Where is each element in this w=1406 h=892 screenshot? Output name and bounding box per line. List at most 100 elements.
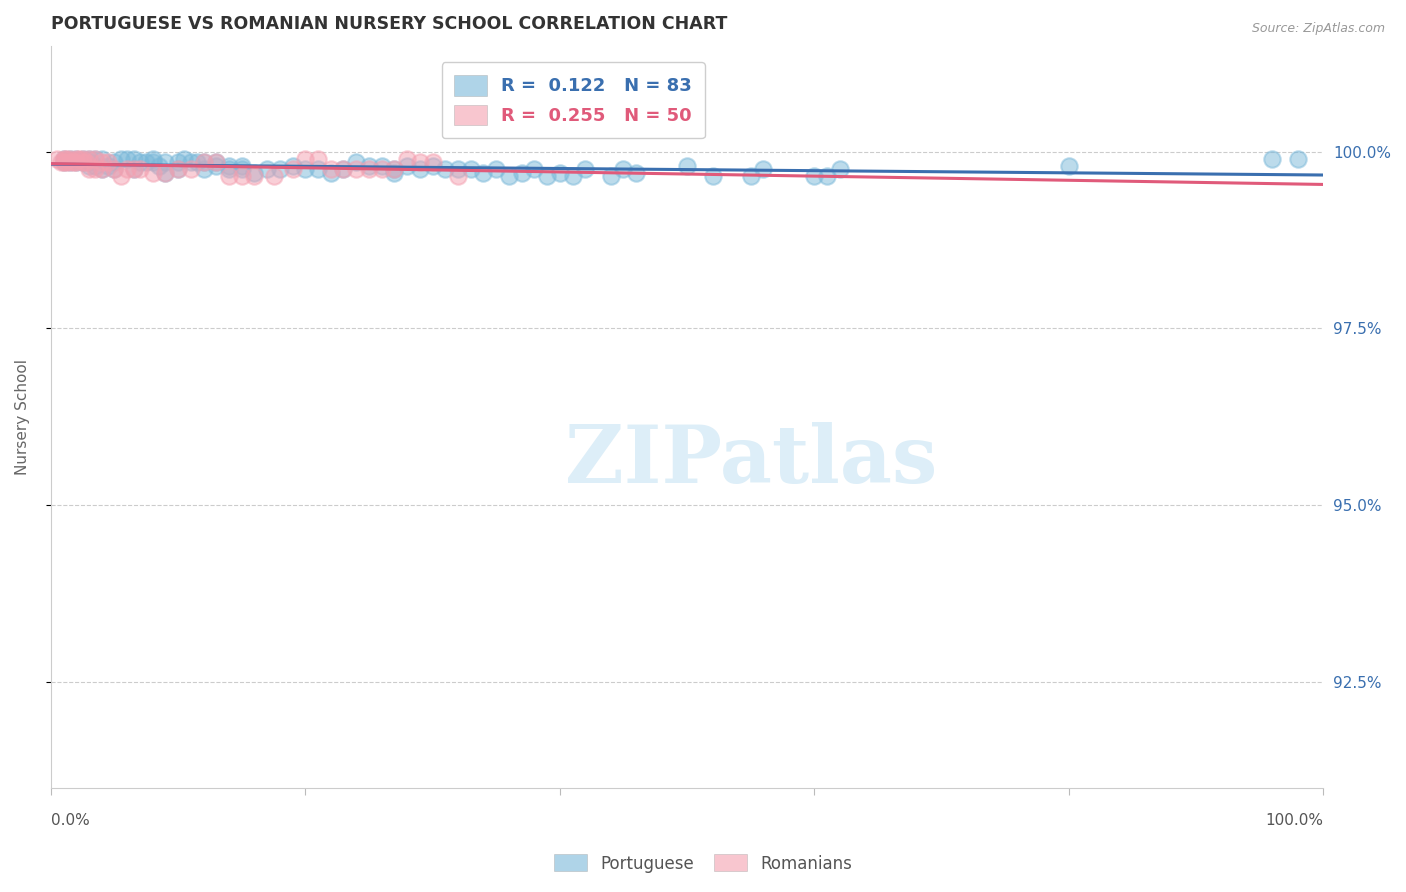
Point [1057,159,1080,173]
Point [115,152,138,166]
Point [422,159,444,173]
Point [319,166,342,180]
Point [142,155,165,169]
Point [193,162,215,177]
Point [46,152,69,166]
Point [84,152,107,166]
Point [75,155,97,169]
Point [218,159,240,173]
Point [740,169,762,184]
Point [84,152,107,166]
Point [599,169,621,184]
Point [319,162,342,177]
Point [59,152,82,166]
Point [122,162,145,177]
Point [155,155,177,169]
Point [612,162,634,177]
Point [49,155,72,169]
Point [59,155,82,169]
Point [77,159,100,173]
Point [472,166,495,180]
Point [52,155,75,169]
Point [65,155,87,169]
Point [409,155,432,169]
Point [180,162,202,177]
Point [167,155,190,169]
Point [434,162,457,177]
Point [409,162,432,177]
Point [332,162,354,177]
Point [294,152,316,166]
Point [129,162,152,177]
Point [59,152,82,166]
Point [103,162,125,177]
Point [231,169,253,184]
Point [1261,152,1284,166]
Point [115,162,138,177]
Point [344,162,367,177]
Point [243,166,266,180]
Point [218,162,240,177]
Legend: Portuguese, Romanians: Portuguese, Romanians [547,847,859,880]
Point [90,152,112,166]
Point [72,155,94,169]
Point [396,159,419,173]
Point [523,162,546,177]
Point [90,162,112,177]
Point [384,162,406,177]
Point [110,152,132,166]
Point [122,162,145,177]
Point [460,162,482,177]
Point [129,155,152,169]
Point [142,152,165,166]
Point [485,162,508,177]
Point [52,152,75,166]
Point [357,159,380,173]
Legend: R =  0.122   N = 83, R =  0.255   N = 50: R = 0.122 N = 83, R = 0.255 N = 50 [441,62,704,138]
Point [263,169,285,184]
Point [357,162,380,177]
Point [135,155,157,169]
Point [447,162,470,177]
Point [77,155,100,169]
Point [498,169,520,184]
Point [55,152,77,166]
Point [72,155,94,169]
Point [510,166,533,180]
Point [218,169,240,184]
Point [72,152,94,166]
Point [1286,152,1309,166]
Point [67,152,90,166]
Point [62,155,84,169]
Point [281,159,304,173]
Point [173,152,195,166]
Point [142,166,165,180]
Point [447,169,470,184]
Point [422,155,444,169]
Point [561,169,583,184]
Point [155,166,177,180]
Point [243,169,266,184]
Point [370,162,392,177]
Point [231,162,253,177]
Point [65,152,87,166]
Text: 100.0%: 100.0% [1265,813,1323,828]
Point [103,162,125,177]
Point [193,155,215,169]
Point [702,169,724,184]
Point [77,152,100,166]
Point [815,169,838,184]
Point [72,152,94,166]
Point [167,162,190,177]
Point [59,155,82,169]
Point [256,162,278,177]
Point [84,159,107,173]
Point [90,162,112,177]
Point [332,162,354,177]
Point [103,155,125,169]
Point [205,155,228,169]
Text: PORTUGUESE VS ROMANIAN NURSERY SCHOOL CORRELATION CHART: PORTUGUESE VS ROMANIAN NURSERY SCHOOL CO… [51,15,727,33]
Point [803,169,825,184]
Point [90,155,112,169]
Point [77,152,100,166]
